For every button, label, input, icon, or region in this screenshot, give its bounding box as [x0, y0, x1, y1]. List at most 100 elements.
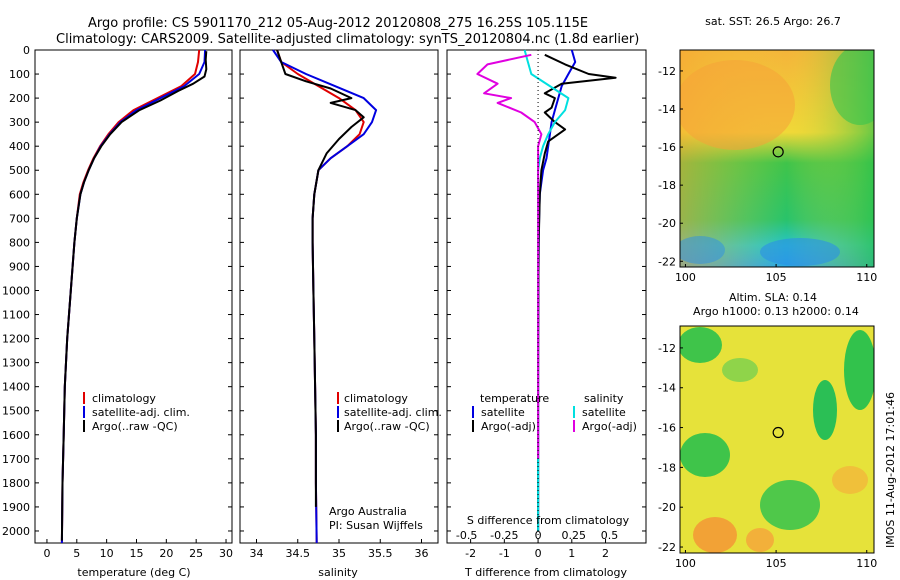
y-tick-label: 1200	[2, 333, 30, 346]
map-x-tick-label: 100	[675, 557, 696, 570]
x-tick-label: 25	[189, 547, 203, 560]
y-tick-label: 700	[9, 212, 30, 225]
series-line-argo-raw-qc-	[60, 51, 208, 541]
legend-label-satellite: satellite-adj. clim.	[92, 406, 190, 419]
y-tick-label: 1600	[2, 429, 30, 442]
map-x-tick-label: 105	[766, 557, 787, 570]
legend-label-argo: Argo(..raw -QC)	[92, 420, 178, 433]
x-tick-label: 35.5	[368, 547, 393, 560]
sla-orange-patch	[832, 466, 868, 494]
sla-map	[680, 326, 874, 553]
legend-label-satellite: satellite-adj. clim.	[344, 406, 442, 419]
x-tick-label: -1	[499, 547, 510, 560]
series-line-satellite-adj-clim-	[272, 49, 378, 544]
series-line-climatology	[60, 49, 201, 544]
x-tick-label: 0	[535, 547, 542, 560]
salinity-legend: climatology satellite-adj. clim. Argo(..…	[337, 392, 442, 433]
s-tick-label: -0.25	[490, 529, 518, 542]
difference-legend: temperature satellite Argo(-adj) salinit…	[472, 392, 637, 433]
map-y-tick-label: -18	[658, 179, 676, 192]
legend-label-t-argo: Argo(-adj)	[481, 420, 536, 433]
s-difference-ticks: -0.5 -0.25 0 0.25 0.5	[456, 529, 618, 542]
map-y-tick-label: -14	[658, 382, 676, 395]
sla-green-patch	[844, 330, 874, 410]
series-line-satellite	[523, 49, 570, 531]
s-tick-label: 0.5	[601, 529, 619, 542]
s-tick-label: 0	[535, 529, 542, 542]
difference-xlabel: T difference from climatology	[464, 566, 627, 579]
legend-label-climatology: climatology	[92, 392, 156, 405]
sst-map	[680, 50, 874, 267]
temperature-xlabel: temperature (deg C)	[77, 566, 190, 579]
series-line-climatology	[276, 49, 365, 544]
legend-heading-temperature: temperature	[480, 392, 549, 405]
y-tick-label: 0	[23, 44, 30, 57]
y-tick-label: 200	[9, 92, 30, 105]
legend-label-climatology: climatology	[344, 392, 408, 405]
sst-map-title: sat. SST: 26.5 Argo: 26.7	[705, 15, 841, 28]
difference-plot: -2 -1 0 1 2	[447, 49, 646, 560]
legend-label-t-satellite: satellite	[481, 406, 525, 419]
temperature-plot: 0 5 10 15 20 25 30	[35, 49, 233, 560]
x-tick-label: 5	[73, 547, 80, 560]
y-tick-label: 800	[9, 236, 30, 249]
y-tick-label: 100	[9, 68, 30, 81]
map-y-tick-label: -20	[658, 217, 676, 230]
annotation-argo-australia: Argo Australia	[329, 505, 407, 518]
sla-green-patch	[813, 380, 837, 440]
sla-green-patch	[760, 480, 820, 530]
temperature-axes	[34, 49, 233, 544]
sst-blue-patch	[760, 238, 840, 266]
sst-cool-patch	[830, 50, 874, 125]
sst-blue-patch	[680, 236, 725, 264]
sst-float-marker	[772, 146, 784, 158]
x-tick-label: 10	[100, 547, 114, 560]
y-tick-label: 1500	[2, 405, 30, 418]
x-tick-label: 1	[568, 547, 575, 560]
sla-green-patch	[722, 358, 758, 382]
x-tick-label: 30	[219, 547, 233, 560]
sla-map-axes: 100 105 110 -12 -14 -16 -18 -20 -22	[658, 342, 877, 570]
x-tick-label: 36	[415, 547, 429, 560]
s-tick-label: -0.5	[456, 529, 477, 542]
sla-float-marker	[772, 426, 784, 439]
y-tick-label: 400	[9, 140, 30, 153]
salinity-axes	[239, 49, 439, 544]
map-y-tick-label: -22	[658, 541, 676, 554]
footer-timestamp: IMOS 11-Aug-2012 17:01:46	[884, 392, 897, 548]
y-tick-label: 600	[9, 188, 30, 201]
y-tick-label: 1000	[2, 284, 30, 297]
map-x-tick-label: 110	[856, 271, 877, 284]
series-line-argo-adj-	[537, 53, 617, 531]
y-tick-label: 1900	[2, 501, 30, 514]
sla-orange-patch	[746, 528, 774, 552]
salinity-xlabel: salinity	[318, 566, 358, 579]
header-line-1: Argo profile: CS 5901170_212 05-Aug-2012…	[88, 16, 588, 31]
map-x-tick-label: 105	[766, 271, 787, 284]
x-tick-label: 34	[250, 547, 264, 560]
difference-axes	[446, 49, 647, 544]
y-tick-label: 1100	[2, 309, 30, 322]
x-tick-label: 0	[43, 547, 50, 560]
depth-axis: 0 100 200 300 400 500 600 700 800 900 1000 1100 1200…	[2, 44, 30, 538]
y-tick-label: 300	[9, 116, 30, 129]
x-tick-label: 15	[129, 547, 143, 560]
map-y-tick-label: -12	[658, 342, 676, 355]
legend-label-s-argo: Argo(-adj)	[582, 420, 637, 433]
x-tick-label: 35	[332, 547, 346, 560]
map-y-tick-label: -16	[658, 141, 676, 154]
y-tick-label: 1800	[2, 477, 30, 490]
map-y-tick-label: -12	[658, 65, 676, 78]
legend-heading-salinity: salinity	[584, 392, 624, 405]
sst-warm-patch	[680, 60, 795, 150]
salinity-plot: 34 34.5 35 35.5 36	[240, 49, 438, 560]
map-y-tick-label: -22	[658, 255, 676, 268]
map-y-tick-label: -16	[658, 422, 676, 435]
sst-map-frame	[679, 49, 875, 268]
y-tick-label: 900	[9, 260, 30, 273]
map-x-tick-label: 100	[675, 271, 696, 284]
y-tick-label: 2000	[2, 525, 30, 538]
y-tick-label: 500	[9, 164, 30, 177]
legend-label-s-satellite: satellite	[582, 406, 626, 419]
